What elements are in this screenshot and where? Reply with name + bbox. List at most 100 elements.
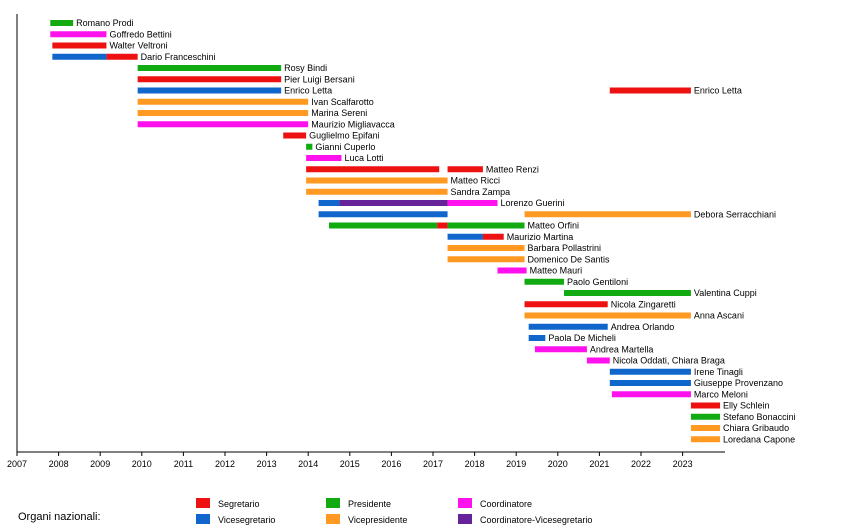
name-label: Andrea Martella — [590, 344, 654, 354]
name-label: Matteo Orfini — [528, 221, 580, 231]
x-tick-label: 2021 — [589, 459, 609, 469]
bars-layer — [50, 20, 721, 443]
name-label: Sandra Zampa — [451, 187, 511, 197]
legend-swatch-vicesegretario — [196, 514, 210, 524]
legend-label-presidente: Presidente — [348, 499, 391, 509]
legend-label-vicepresidente: Vicepresidente — [348, 515, 407, 525]
legend-label-coordinatore: Coordinatore — [480, 499, 532, 509]
bar-vicepresidente — [524, 312, 691, 319]
bar-segretario — [306, 166, 440, 173]
bar-segretario — [524, 301, 608, 308]
bar-presidente — [137, 65, 282, 71]
x-tick-label: 2010 — [132, 459, 152, 469]
name-label: Dario Franceschini — [141, 52, 216, 62]
name-label: Matteo Ricci — [451, 176, 501, 186]
name-label: Giuseppe Provenzano — [694, 378, 783, 388]
name-label: Guglielmo Epifani — [309, 131, 380, 141]
name-label: Elly Schlein — [723, 401, 770, 411]
legend-label-segretario: Segretario — [218, 499, 260, 509]
bar-segretario — [283, 132, 307, 139]
x-tick-label: 2007 — [7, 459, 27, 469]
bar-vicesegretario — [609, 380, 691, 386]
bar-segretario — [482, 233, 504, 240]
bar-coordinatore — [497, 267, 527, 274]
bar-segretario — [52, 42, 107, 49]
bar-presidente — [690, 413, 721, 420]
name-label: Nicola Oddati, Chiara Braga — [613, 356, 725, 366]
bar-vicepresidente — [137, 110, 309, 116]
name-label: Maurizio Migliavacca — [311, 119, 395, 129]
bar-vicesegretario — [318, 200, 340, 206]
name-label: Marco Meloni — [694, 389, 748, 399]
bar-vicesegretario — [528, 323, 608, 330]
bar-vicesegretario — [609, 368, 691, 375]
legend-swatch-coordvice — [458, 514, 472, 524]
x-tick-label: 2014 — [298, 459, 318, 469]
name-label: Lorenzo Guerini — [500, 198, 564, 208]
bar-vicepresidente — [690, 436, 721, 443]
x-ticks: 2007 2008 2009 2010 2011 2012 2013 2014 2015 2016… — [7, 452, 693, 469]
name-label: Domenico De Santis — [528, 254, 611, 264]
name-label: Stefano Bonaccini — [723, 412, 796, 422]
name-label: Anna Ascani — [694, 311, 744, 321]
legend-swatch-segretario — [196, 498, 210, 508]
bar-coordinatore — [306, 155, 342, 161]
bar-presidente — [329, 222, 438, 229]
name-label: Walter Veltroni — [109, 41, 167, 51]
x-tick-label: 2008 — [49, 459, 69, 469]
bar-vicesegretario — [528, 335, 546, 341]
bar-vicepresidente — [447, 245, 525, 251]
x-tick-label: 2013 — [257, 459, 277, 469]
x-tick-label: 2016 — [381, 459, 401, 469]
bar-presidente — [306, 143, 313, 150]
bar-vicesegretario — [52, 53, 107, 60]
x-tick-label: 2015 — [340, 459, 360, 469]
name-label: Irene Tinagli — [694, 367, 743, 377]
bar-coordvice — [339, 200, 448, 206]
name-label: Marina Sereni — [311, 108, 367, 118]
name-label: Matteo Mauri — [530, 266, 583, 276]
name-label: Ivan Scalfarotto — [311, 97, 374, 107]
bar-vicesegretario — [318, 211, 448, 218]
name-label: Loredana Capone — [723, 434, 795, 444]
bar-presidente — [50, 20, 74, 26]
bar-coordinatore — [137, 121, 309, 128]
name-label: Rosy Bindi — [284, 63, 327, 73]
bar-vicepresidente — [524, 211, 691, 218]
bar-coordinatore — [611, 391, 691, 398]
bar-segretario — [106, 53, 138, 60]
bar-vicepresidente — [137, 98, 309, 105]
bar-vicepresidente — [690, 425, 721, 431]
bar-segretario — [447, 166, 483, 173]
legend-label-coordvice: Coordinatore-Vicesegretario — [480, 515, 592, 525]
bar-vicepresidente — [306, 188, 448, 195]
name-label: Nicola Zingaretti — [611, 299, 676, 309]
bar-vicepresidente — [306, 177, 448, 184]
bar-presidente — [564, 290, 691, 296]
x-tick-label: 2009 — [90, 459, 110, 469]
legend-swatch-coordinatore — [458, 498, 472, 508]
bar-presidente — [447, 222, 525, 229]
axis-layer — [16, 14, 725, 453]
legend: Organi nazionali: Segretario Presidente Co… — [18, 498, 592, 525]
name-label: Gianni Cuperlo — [315, 142, 375, 152]
bar-segretario — [437, 222, 448, 229]
name-label: Andrea Orlando — [611, 322, 675, 332]
bar-coordinatore — [50, 31, 107, 38]
name-label: Luca Lotti — [344, 153, 383, 163]
x-tick-label: 2018 — [465, 459, 485, 469]
bar-vicesegretario — [447, 233, 483, 240]
x-tick-label: 2020 — [548, 459, 568, 469]
name-label: Enrico Letta — [284, 86, 332, 96]
name-label: Enrico Letta — [694, 86, 742, 96]
name-label: Maurizio Martina — [507, 232, 574, 242]
name-label: Goffredo Bettini — [109, 29, 171, 39]
name-label: Pier Luigi Bersani — [284, 74, 355, 84]
bar-coordinatore — [586, 357, 610, 364]
name-label: Barbara Pollastrini — [528, 243, 602, 253]
x-tick-label: 2017 — [423, 459, 443, 469]
bar-coordinatore — [447, 200, 498, 206]
legend-label-vicesegretario: Vicesegretario — [218, 515, 275, 525]
